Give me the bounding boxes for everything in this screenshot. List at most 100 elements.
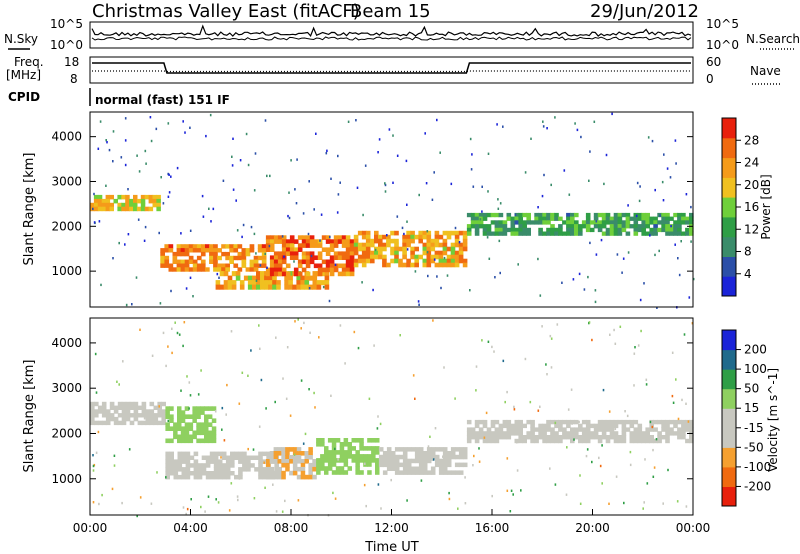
velocity-cell	[125, 401, 131, 407]
power-cell	[633, 220, 639, 225]
power-cell	[410, 246, 415, 252]
velocity-colorbar-tick-label: 15	[744, 401, 759, 415]
velocity-cell	[562, 431, 567, 436]
power-cell	[450, 262, 456, 268]
power-cell	[661, 220, 666, 225]
velocity-colorbar-swatch	[722, 369, 736, 390]
velocity-speck	[344, 362, 346, 365]
power-cell	[349, 267, 355, 273]
power-cell	[357, 242, 363, 248]
velocity-cell	[486, 431, 492, 436]
power-cell	[593, 216, 599, 221]
power-cell	[129, 202, 134, 208]
velocity-cell	[173, 467, 179, 472]
velocity-cell	[394, 466, 400, 471]
velocity-cell	[105, 413, 111, 418]
power-cell	[574, 220, 579, 225]
velocity-cell	[117, 420, 123, 426]
velocity-cell	[386, 462, 392, 468]
power-cell	[422, 250, 428, 256]
velocity-cell	[530, 427, 535, 432]
power-cell	[285, 263, 291, 269]
power-cell	[184, 267, 190, 272]
power-cell	[370, 258, 375, 264]
power-cell	[665, 231, 670, 236]
power-cell	[305, 243, 311, 248]
power-cell	[617, 216, 623, 221]
power-cell	[382, 234, 387, 240]
velocity-cell	[518, 438, 523, 444]
velocity-cell	[609, 435, 615, 440]
power-colorbar-swatch	[722, 118, 736, 139]
velocity-cell	[343, 470, 349, 475]
velocity-cell	[177, 459, 183, 464]
power-speck	[639, 298, 642, 302]
power-cell	[450, 254, 456, 260]
velocity-cell	[542, 438, 547, 444]
power-cell	[337, 263, 343, 269]
velocity-cell	[605, 427, 611, 432]
velocity-speck	[637, 344, 640, 347]
power-cell	[140, 206, 146, 212]
velocity-cell	[133, 405, 139, 410]
velocity-cell	[367, 458, 372, 463]
power-cell	[641, 224, 646, 229]
velocity-cell	[165, 426, 170, 431]
velocity-cell	[204, 422, 209, 427]
power-speck	[417, 300, 420, 303]
velocity-cell	[593, 431, 599, 436]
power-cell	[217, 263, 222, 268]
power-cell	[184, 244, 190, 249]
velocity-cell	[434, 454, 440, 460]
power-cell	[180, 248, 186, 253]
velocity-speck	[334, 497, 337, 500]
velocity-cell	[196, 414, 201, 419]
power-cell	[653, 231, 658, 236]
power-cell	[305, 271, 311, 277]
velocity-cell	[153, 413, 159, 418]
velocity-cell	[204, 414, 209, 419]
power-speck	[138, 170, 141, 173]
power-cell	[253, 263, 259, 268]
power-cell	[109, 202, 114, 208]
velocity-cell	[117, 405, 123, 410]
velocity-cell	[205, 471, 211, 476]
power-cell	[665, 220, 670, 225]
velocity-cell	[153, 420, 159, 426]
power-cell	[566, 231, 571, 236]
velocity-cell	[363, 458, 368, 463]
velocity-cell	[514, 419, 520, 425]
power-cell	[117, 202, 122, 208]
velocity-cell	[207, 406, 213, 411]
power-cell	[188, 259, 194, 264]
power-cell	[605, 220, 611, 225]
velocity-speck	[143, 417, 146, 420]
power-cell	[256, 284, 261, 290]
velocity-cell	[550, 435, 555, 440]
velocity-cell	[339, 458, 345, 463]
velocity-cell	[394, 454, 400, 460]
power-speck	[231, 164, 234, 167]
noise-panel-frame	[89, 21, 694, 49]
power-cell	[353, 234, 359, 240]
velocity-cell	[254, 467, 259, 472]
power-cell	[325, 235, 331, 240]
velocity-cell	[601, 431, 607, 436]
power-cell	[237, 251, 243, 257]
velocity-cell	[665, 431, 670, 436]
velocity-speck	[662, 502, 664, 505]
velocity-cell	[426, 454, 432, 460]
power-cell	[235, 275, 241, 281]
power-cell	[482, 216, 488, 221]
velocity-cell	[657, 431, 662, 436]
velocity-cell	[149, 409, 155, 414]
power-cell	[462, 230, 468, 236]
power-cell	[345, 251, 351, 256]
power-speck	[364, 164, 367, 167]
power-cell	[268, 284, 273, 290]
velocity-x-tick-label: 16:00	[475, 521, 510, 535]
power-cell	[317, 251, 323, 256]
velocity-cell	[161, 409, 166, 414]
velocity-cell	[246, 459, 251, 464]
velocity-cell	[625, 427, 631, 432]
